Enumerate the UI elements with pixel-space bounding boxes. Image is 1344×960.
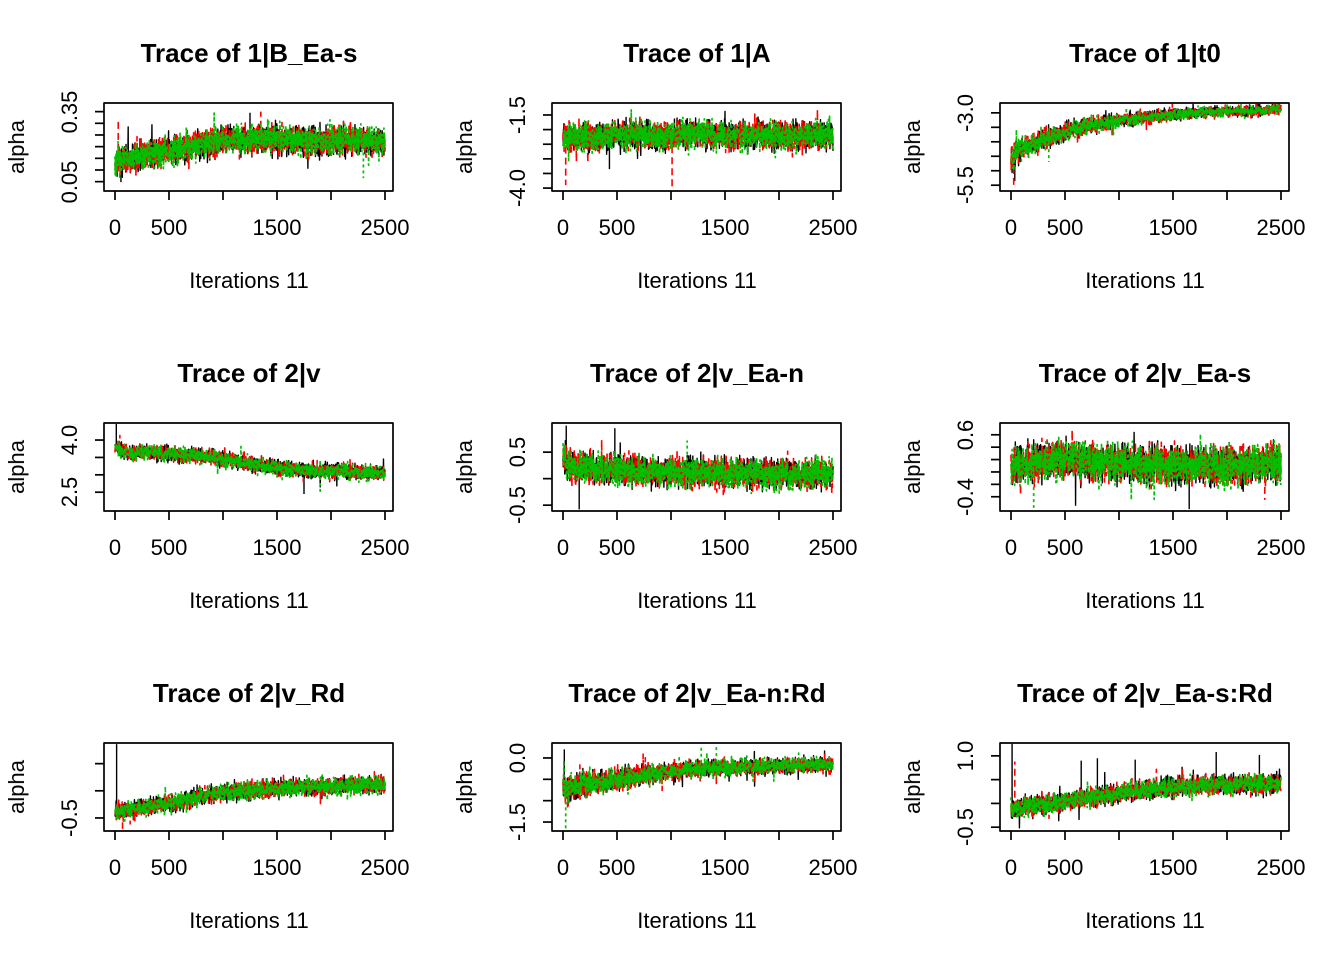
y-axis-label: alpha [4,760,29,814]
y-tick-label: -3.0 [953,93,978,132]
x-tick-label: 1500 [700,215,750,240]
x-tick-label: 2500 [360,535,410,560]
y-tick-label: 0.6 [953,419,978,451]
x-tick-label: 500 [1046,215,1084,240]
x-tick-label: 1500 [252,855,302,880]
y-tick-label: 0.35 [57,90,82,134]
trace-canvas [448,320,896,640]
x-axis-label: Iterations 11 [189,268,309,293]
x-tick-label: 0 [108,215,122,240]
trace-canvas [448,640,896,960]
trace-canvas [0,0,448,320]
trace-plot-2-v_Ea-n-Rd: Trace of 2|v_Ea-n:Rd alpha Iterations 11… [448,640,896,960]
trace-plot-1-A: Trace of 1|A alpha Iterations 11 0 500 150… [448,0,896,320]
y-axis-label: alpha [900,440,925,494]
x-tick-label: 0 [1004,855,1018,880]
plot-title: Trace of 1|t0 [1069,38,1221,68]
y-axis-label: alpha [4,120,29,174]
y-tick-label: 0.05 [57,160,82,204]
trace-plot-2-v_Ea-s-Rd: Trace of 2|v_Ea-s:Rd alpha Iterations 11… [896,640,1344,960]
x-tick-label: 2500 [808,855,858,880]
x-tick-label: 1500 [252,215,302,240]
x-tick-label: 2500 [1256,855,1306,880]
x-tick-label: 1500 [252,535,302,560]
trace-plot-1-t0: Trace of 1|t0 alpha Iterations 11 0 500 15… [896,0,1344,320]
y-tick-label: 4.0 [57,424,82,456]
y-axis-label: alpha [900,760,925,814]
trace-plot-2-v_Rd: Trace of 2|v_Rd alpha Iterations 11 0 500… [0,640,448,960]
x-axis-label: Iterations 11 [637,588,757,613]
x-tick-label: 500 [1046,535,1084,560]
plot-title: Trace of 2|v_Ea-n:Rd [568,678,826,708]
trace-plot-2-v_Ea-n: Trace of 2|v_Ea-n alpha Iterations 11 0 5… [448,320,896,640]
y-tick-label: 2.5 [57,476,82,508]
plot-title: Trace of 2|v_Ea-s [1038,358,1252,388]
trace-canvas [896,640,1344,960]
trace-canvas [0,640,448,960]
x-axis-label: Iterations 11 [1085,268,1205,293]
x-tick-label: 0 [556,535,570,560]
x-tick-label: 0 [556,215,570,240]
x-tick-label: 500 [150,215,188,240]
plot-title: Trace of 2|v [177,358,321,388]
x-tick-label: 0 [108,855,122,880]
plot-title: Trace of 1|B_Ea-s [140,38,358,68]
y-tick-label: -0.5 [953,808,978,847]
y-tick-label: 1.0 [953,740,978,772]
trace-canvas [896,320,1344,640]
y-axis-label: alpha [452,440,477,494]
x-tick-label: 500 [598,855,636,880]
x-tick-label: 2500 [808,535,858,560]
x-tick-label: 0 [556,855,570,880]
x-tick-label: 2500 [360,215,410,240]
x-tick-label: 2500 [1256,215,1306,240]
x-axis-label: Iterations 11 [637,908,757,933]
x-tick-label: 2500 [1256,535,1306,560]
x-tick-label: 500 [150,855,188,880]
x-tick-label: 1500 [1148,535,1198,560]
trace-plot-2-v_Ea-s: Trace of 2|v_Ea-s alpha Iterations 11 0 5… [896,320,1344,640]
trace-canvas [896,0,1344,320]
x-tick-label: 0 [1004,215,1018,240]
y-tick-label: -0.5 [57,798,82,837]
x-tick-label: 500 [598,215,636,240]
x-axis-label: Iterations 11 [637,268,757,293]
y-tick-label: -0.4 [953,477,978,516]
trace-canvas [448,0,896,320]
y-tick-label: -1.5 [505,803,530,841]
x-tick-label: 0 [1004,535,1018,560]
y-tick-label: -1.5 [505,96,530,134]
y-tick-label: -5.5 [953,166,978,205]
plot-title: Trace of 2|v_Ea-n [590,358,804,388]
x-tick-label: 2500 [808,215,858,240]
x-tick-label: 1500 [1148,855,1198,880]
y-tick-label: -4.0 [505,169,530,208]
x-axis-label: Iterations 11 [1085,908,1205,933]
trace-plot-1-B_Ea-s: Trace of 1|B_Ea-s alpha Iterations 11 0 5… [0,0,448,320]
x-axis-label: Iterations 11 [189,908,309,933]
x-tick-label: 1500 [700,855,750,880]
x-tick-label: 0 [108,535,122,560]
y-tick-label: 0.0 [505,742,530,774]
trace-canvas [0,320,448,640]
x-tick-label: 1500 [1148,215,1198,240]
x-axis-label: Iterations 11 [1085,588,1205,613]
y-axis-label: alpha [900,120,925,174]
y-axis-label: alpha [4,440,29,494]
plot-title: Trace of 2|v_Rd [152,678,346,708]
x-tick-label: 500 [1046,855,1084,880]
x-tick-label: 1500 [700,535,750,560]
plot-title: Trace of 2|v_Ea-s:Rd [1017,678,1273,708]
y-axis-label: alpha [452,120,477,174]
y-axis-label: alpha [452,760,477,814]
plot-title: Trace of 1|A [623,38,771,68]
x-axis-label: Iterations 11 [189,588,309,613]
x-tick-label: 500 [598,535,636,560]
y-tick-label: -0.5 [505,486,530,525]
x-tick-label: 2500 [360,855,410,880]
trace-plot-2-v: Trace of 2|v alpha Iterations 11 0 500 150… [0,320,448,640]
x-tick-label: 500 [150,535,188,560]
y-tick-label: 0.5 [505,436,530,468]
